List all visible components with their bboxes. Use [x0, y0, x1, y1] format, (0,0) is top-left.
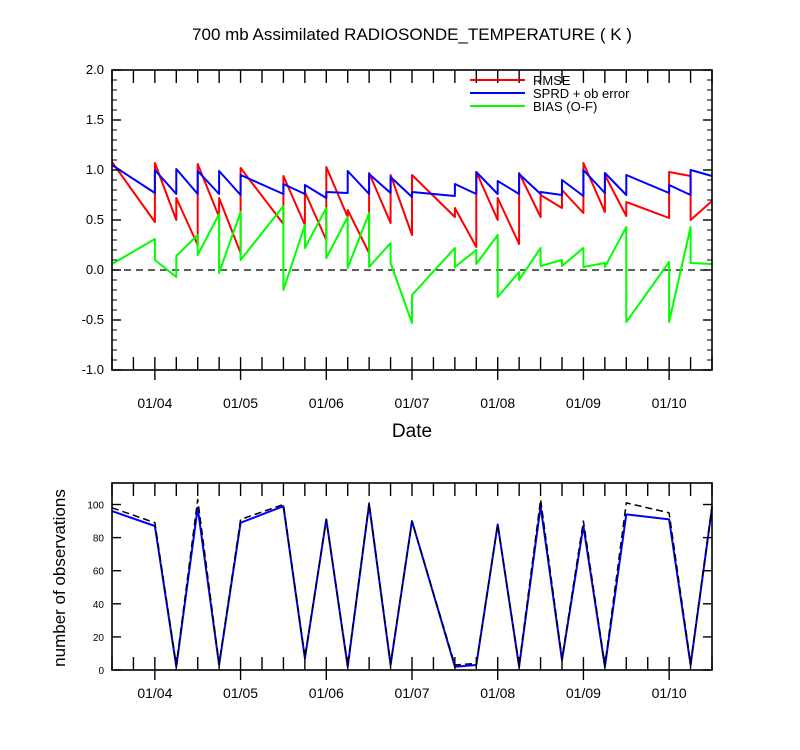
series-bias-o-f	[111, 205, 713, 324]
legend-label: BIAS (O-F)	[533, 99, 597, 114]
x-date-label: 01/06	[309, 685, 344, 701]
x-date-label: 01/04	[137, 395, 172, 411]
x-date-label: 01/07	[394, 395, 429, 411]
x-axis-label: Date	[392, 421, 432, 442]
y-tick-label: -0.5	[82, 312, 104, 327]
x-date-label: 01/10	[652, 395, 687, 411]
chart-title: 700 mb Assimilated RADIOSONDE_TEMPERATUR…	[192, 25, 632, 44]
y-tick-label: 1.5	[86, 112, 104, 127]
x-date-label: 01/07	[394, 685, 429, 701]
y-tick-label: 20	[93, 633, 105, 644]
y-tick-label: 100	[87, 501, 104, 512]
top-series-layer	[111, 161, 713, 324]
y-tick-label: 60	[93, 567, 105, 578]
x-date-label: 01/08	[480, 395, 515, 411]
top-chart: 700 mb Assimilated RADIOSONDE_TEMPERATUR…	[82, 25, 713, 442]
x-date-label: 01/05	[223, 685, 258, 701]
x-date-label: 01/06	[309, 395, 344, 411]
y-tick-label: 80	[93, 534, 105, 545]
series-rmse	[111, 161, 713, 254]
legend-label: SPRD + ob error	[533, 86, 630, 101]
y-tick-label: 0.5	[86, 212, 104, 227]
x-date-label: 01/09	[566, 395, 601, 411]
series-observations-available	[111, 498, 713, 666]
y-tick-label: -1.0	[82, 362, 104, 377]
plot-frame	[111, 482, 713, 671]
x-date-label: 01/09	[566, 685, 601, 701]
y-tick-label: 0	[98, 666, 104, 677]
x-date-label: 01/04	[137, 685, 172, 701]
bottom-axes: 100 80 60 40 20 0 01/04 01/05 01/06 01/07 01/08 01/…	[87, 482, 713, 701]
y-tick-label: 0.0	[86, 262, 104, 277]
x-date-label: 01/08	[480, 685, 515, 701]
top-axes: 2.0 1.5 1.0 0.5 0.0 -0.5 -1.0 01/04 01/05 01/06 01…	[82, 62, 713, 411]
x-date-label: 01/05	[223, 395, 258, 411]
y-tick-label: 2.0	[86, 62, 104, 77]
legend-label: RMSE	[533, 73, 571, 88]
y-axis-label: number of observations	[50, 489, 69, 667]
observations-chart: 100 80 60 40 20 0 01/04 01/05 01/06 01/07 01/08 01/…	[50, 482, 713, 701]
x-date-label: 01/10	[652, 685, 687, 701]
series-sprd-ob-error	[111, 164, 713, 199]
y-tick-label: 40	[93, 600, 105, 611]
y-tick-label: 1.0	[86, 162, 104, 177]
bottom-series-layer	[111, 498, 713, 668]
